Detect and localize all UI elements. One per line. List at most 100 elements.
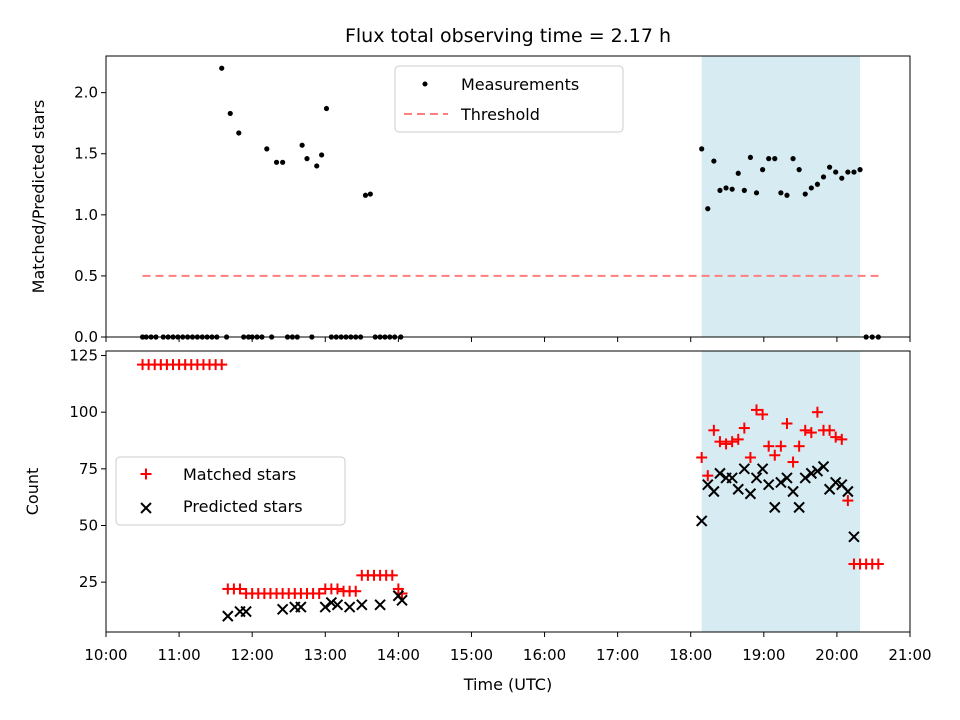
- bottom-y-ticks: 25 50 75 100 125: [69, 347, 106, 591]
- cross-stroke-b: [222, 610, 234, 622]
- cross-stroke-b: [356, 599, 368, 611]
- predicted-star-point: [356, 599, 368, 611]
- measurement-point: [766, 156, 772, 162]
- x-tick-label: 18:00: [669, 646, 712, 664]
- legend-label-measurements: Measurements: [461, 75, 579, 94]
- cross-stroke-b: [325, 596, 338, 609]
- top-y-tick-label: 2.0: [74, 84, 98, 102]
- legend-plus: [140, 468, 152, 480]
- predicted-star-point: [726, 472, 738, 484]
- measurement-point: [717, 187, 723, 193]
- predicted-star-point: [374, 599, 386, 611]
- x-tick-label: 16:00: [523, 646, 566, 664]
- top-panel: 0.0 0.5 1.0 1.5 2.0 Flux total observing tim…: [29, 25, 911, 346]
- measurement-point: [304, 156, 310, 162]
- predicted-star-point: [842, 485, 854, 498]
- matched-star-point: [781, 418, 793, 430]
- measurement-point: [299, 142, 305, 148]
- measurement-point: [796, 167, 802, 173]
- predicted-star-point: [848, 531, 860, 543]
- matched-star-point: [216, 359, 228, 371]
- cross-stroke-b: [140, 502, 152, 514]
- top-legend-box: [394, 65, 624, 133]
- cross-stroke-b: [732, 483, 744, 495]
- cross-stroke-b: [769, 501, 781, 514]
- cross-stroke-b: [836, 478, 848, 491]
- predicted-star-point: [343, 601, 356, 613]
- bottom-y-tick-label: 50: [79, 516, 98, 534]
- x-tick-label: 15:00: [450, 646, 493, 664]
- legend-label-threshold: Threshold: [460, 105, 540, 124]
- bottom-highlight-span: [701, 351, 861, 632]
- bottom-y-axis-label: Count: [23, 468, 42, 516]
- measurement-point: [735, 170, 741, 176]
- cross-stroke-b: [714, 467, 726, 480]
- predicted-star-point: [396, 594, 408, 606]
- measurement-point: [772, 156, 778, 162]
- measurement-point: [319, 152, 325, 158]
- measurement-point: [802, 191, 808, 197]
- cross-stroke-b: [842, 485, 854, 498]
- x-tick-label: 14:00: [377, 646, 420, 664]
- cross-stroke-b: [775, 476, 787, 489]
- predicted-star-point: [750, 472, 763, 484]
- matched-star-point: [775, 440, 787, 452]
- cross-stroke-b: [793, 501, 805, 514]
- matched-star-point: [793, 440, 805, 452]
- matched-star-point: [836, 433, 848, 445]
- top-y-ticks: 0.0 0.5 1.0 1.5 2.0: [74, 84, 106, 346]
- cross-stroke-b: [240, 605, 252, 618]
- measurement-point: [280, 159, 286, 165]
- measurement-point: [227, 110, 233, 117]
- matched-star-point: [350, 585, 362, 597]
- top-y-tick-label: 1.0: [74, 206, 98, 224]
- measurement-point: [699, 146, 705, 152]
- predicted-star-point: [738, 463, 751, 475]
- matched-star-point: [234, 583, 246, 595]
- matched-star-point: [805, 427, 817, 439]
- predicted-star-point: [319, 601, 331, 613]
- matched-star-point: [744, 452, 756, 464]
- matched-star-point: [708, 424, 720, 436]
- x-tick-label: 20:00: [815, 646, 858, 664]
- measurement-point: [747, 154, 754, 161]
- predicted-star-point: [829, 476, 842, 489]
- measurement-point: [753, 190, 760, 196]
- cross-stroke-b: [738, 463, 751, 475]
- matched-star-point: [757, 408, 769, 420]
- predicted-star-point: [708, 485, 720, 498]
- predicted-star-point: [331, 599, 344, 611]
- cross-stroke-b: [811, 465, 824, 477]
- matched-star-point: [799, 424, 811, 436]
- matched-star-point: [702, 470, 714, 482]
- matched-star-point: [313, 587, 325, 599]
- measurement-point: [790, 156, 796, 162]
- measurement-point: [219, 65, 225, 71]
- cross-stroke-b: [343, 601, 356, 613]
- legend-marker-matched: [140, 468, 152, 480]
- matched-star-point: [751, 404, 763, 416]
- measurement-point: [827, 164, 833, 170]
- bottom-y-tick-label: 75: [79, 460, 98, 478]
- top-y-tick-label: 0.5: [74, 267, 98, 285]
- top-y-tick-label: 0.0: [74, 328, 98, 346]
- legend-label-predicted: Predicted stars: [183, 497, 303, 516]
- cross-stroke-b: [396, 594, 408, 606]
- bottom-plot-frame: [105, 350, 911, 633]
- matched-star-point: [696, 452, 708, 464]
- x-tick-label: 19:00: [742, 646, 785, 664]
- measurement-point: [814, 181, 821, 187]
- x-tick-label: 11:00: [157, 646, 200, 664]
- cross-stroke-b: [744, 488, 757, 500]
- predicted-stars-series: [222, 460, 860, 622]
- cross-stroke-b: [702, 478, 714, 491]
- predicted-star-point: [714, 467, 726, 480]
- legend-marker-measurements: [422, 81, 428, 87]
- measurement-point: [314, 163, 320, 169]
- bottom-legend-box: [115, 456, 346, 526]
- predicted-star-point: [295, 601, 307, 613]
- cross-stroke-b: [750, 472, 763, 484]
- predicted-star-point: [744, 488, 757, 500]
- x-tick-label: 13:00: [304, 646, 347, 664]
